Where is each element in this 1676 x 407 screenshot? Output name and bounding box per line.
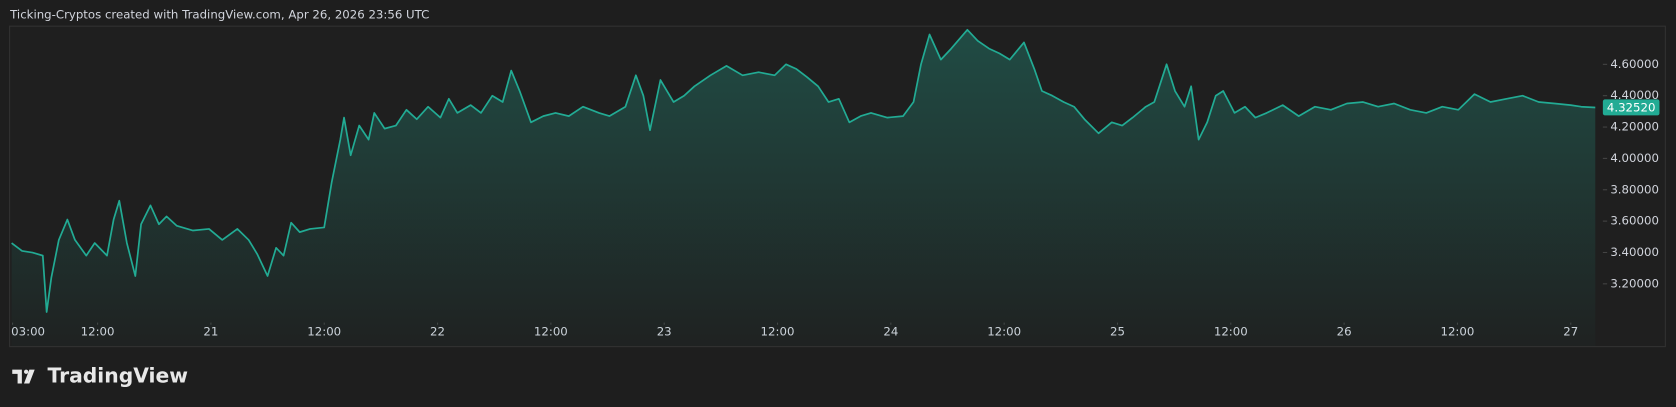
y-tick-label: 3.60000 [1610,214,1659,228]
y-tick-label: 4.40000 [1610,88,1659,102]
area-fill [11,29,1596,347]
header-text: Ticking-Cryptos created with TradingView… [9,7,429,21]
logo-mark [12,369,22,384]
y-tick-label: 3.80000 [1610,182,1659,196]
price-marker [1602,99,1660,116]
y-tick-label: 4.20000 [1610,120,1659,134]
price-marker-label: 4.32520 [1607,100,1656,114]
brand-logo: TradingView [12,364,188,388]
brand-name: TradingView [48,364,189,388]
y-tick-label: 3.20000 [1610,276,1659,290]
y-tick-label: 4.00000 [1610,151,1659,165]
y-tick-label: 3.40000 [1610,245,1659,259]
y-tick-label: 4.60000 [1610,57,1659,71]
logo-mark [24,369,29,374]
price-line [11,28,1596,313]
logo-mark [24,369,35,384]
